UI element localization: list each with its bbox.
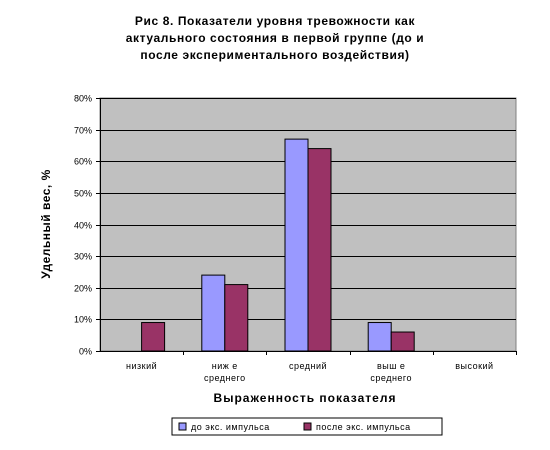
chart-title-line-3: после экспериментального воздействия) [140,48,410,62]
bar-after [224,284,249,352]
bar-before [201,274,226,352]
bar-after [390,331,415,352]
y-tick-label: 10% [74,315,92,325]
legend-label: после экс. импульса [316,422,411,432]
y-tick-label: 50% [74,189,92,199]
chart-title-line-2: актуального состояния в первой группе (д… [125,31,425,45]
y-tick-label: 20% [74,284,92,294]
y-tick-label: 0% [79,347,92,357]
legend-swatch [303,422,312,431]
x-tick-label: высокий [455,361,493,371]
y-axis-title: Удельный вес, % [39,169,53,278]
x-tick-label: среднего [370,373,412,383]
y-tick-label: 70% [74,126,92,136]
x-tick-label: среднего [204,373,246,383]
bar-after [307,148,332,352]
chart-title-line-1: Рис 8. Показатели уровня тревожности как [134,14,416,28]
y-tick-label: 60% [74,157,92,167]
y-tick-label: 30% [74,252,92,262]
x-tick-label: ниж е [212,361,238,371]
bar-after [141,322,166,352]
legend-swatch [178,422,187,431]
x-tick-label: средний [289,361,327,371]
legend-label: до экс. импульса [191,422,270,432]
bar-before [284,138,309,352]
x-tick-label: низкий [126,361,157,371]
y-tick-label: 80% [74,94,92,104]
bar-before [367,322,392,352]
x-tick-label: выш е [377,361,405,371]
x-axis-title: Выраженность показателя [214,391,397,405]
y-tick-label: 40% [74,221,92,231]
